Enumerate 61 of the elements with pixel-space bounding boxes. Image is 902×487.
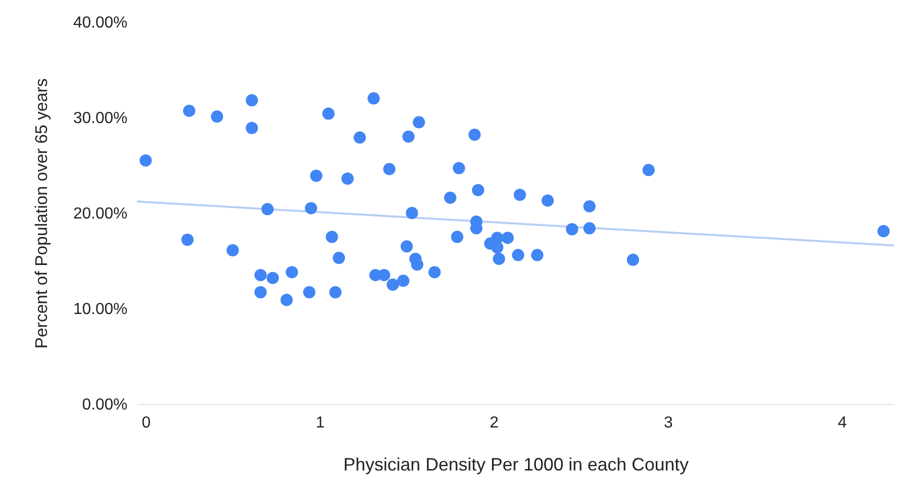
point (383, 162, 396, 176)
point (642, 164, 655, 176)
point (451, 230, 464, 243)
point (542, 194, 554, 207)
point (354, 131, 366, 144)
x-axis-title: Physician Density Per 1000 in each County (343, 454, 689, 474)
point (329, 286, 342, 298)
point (261, 203, 274, 216)
point (226, 244, 239, 256)
point (341, 172, 354, 185)
point (400, 240, 413, 253)
x-tick-label: 2 (490, 414, 499, 432)
point (254, 268, 267, 282)
point (502, 232, 514, 244)
point (491, 241, 504, 254)
point (626, 254, 640, 266)
point (246, 94, 258, 106)
y-tick-label: 30.00% (73, 110, 128, 127)
point (514, 188, 526, 201)
point (452, 162, 466, 174)
point (310, 170, 322, 182)
point (181, 234, 194, 246)
point (397, 274, 410, 287)
y-tick-label: 40.00% (73, 14, 128, 32)
point (183, 104, 196, 117)
point (877, 225, 890, 238)
x-tick-label: 3 (664, 414, 673, 432)
point (402, 130, 415, 143)
point (210, 110, 224, 123)
point (444, 192, 456, 204)
point (531, 248, 544, 262)
point (286, 266, 298, 278)
point (266, 272, 279, 284)
point (332, 252, 345, 264)
point (140, 154, 152, 167)
point (326, 230, 338, 243)
x-tick-label: 1 (316, 414, 325, 432)
point (280, 294, 293, 306)
point (472, 184, 484, 196)
point (492, 252, 506, 265)
x-tick-label: 4 (838, 414, 847, 432)
point (303, 286, 316, 298)
point (246, 122, 258, 134)
point (304, 202, 318, 214)
point (583, 200, 596, 212)
point (428, 266, 441, 278)
point (322, 108, 335, 120)
point (583, 222, 596, 234)
point (254, 286, 267, 298)
point (468, 128, 481, 141)
y-tick-label: 20.00% (73, 206, 128, 222)
point (412, 116, 426, 128)
point (368, 92, 380, 105)
point (386, 278, 399, 291)
y-tick-label: 0.00% (82, 396, 128, 414)
y-tick-label: 10.00% (73, 301, 128, 318)
point (566, 223, 578, 236)
y-axis-title: Percent of Population over 65 years (32, 78, 52, 349)
x-tick-label: 0 (142, 414, 151, 432)
point (406, 206, 418, 220)
point (512, 248, 524, 262)
